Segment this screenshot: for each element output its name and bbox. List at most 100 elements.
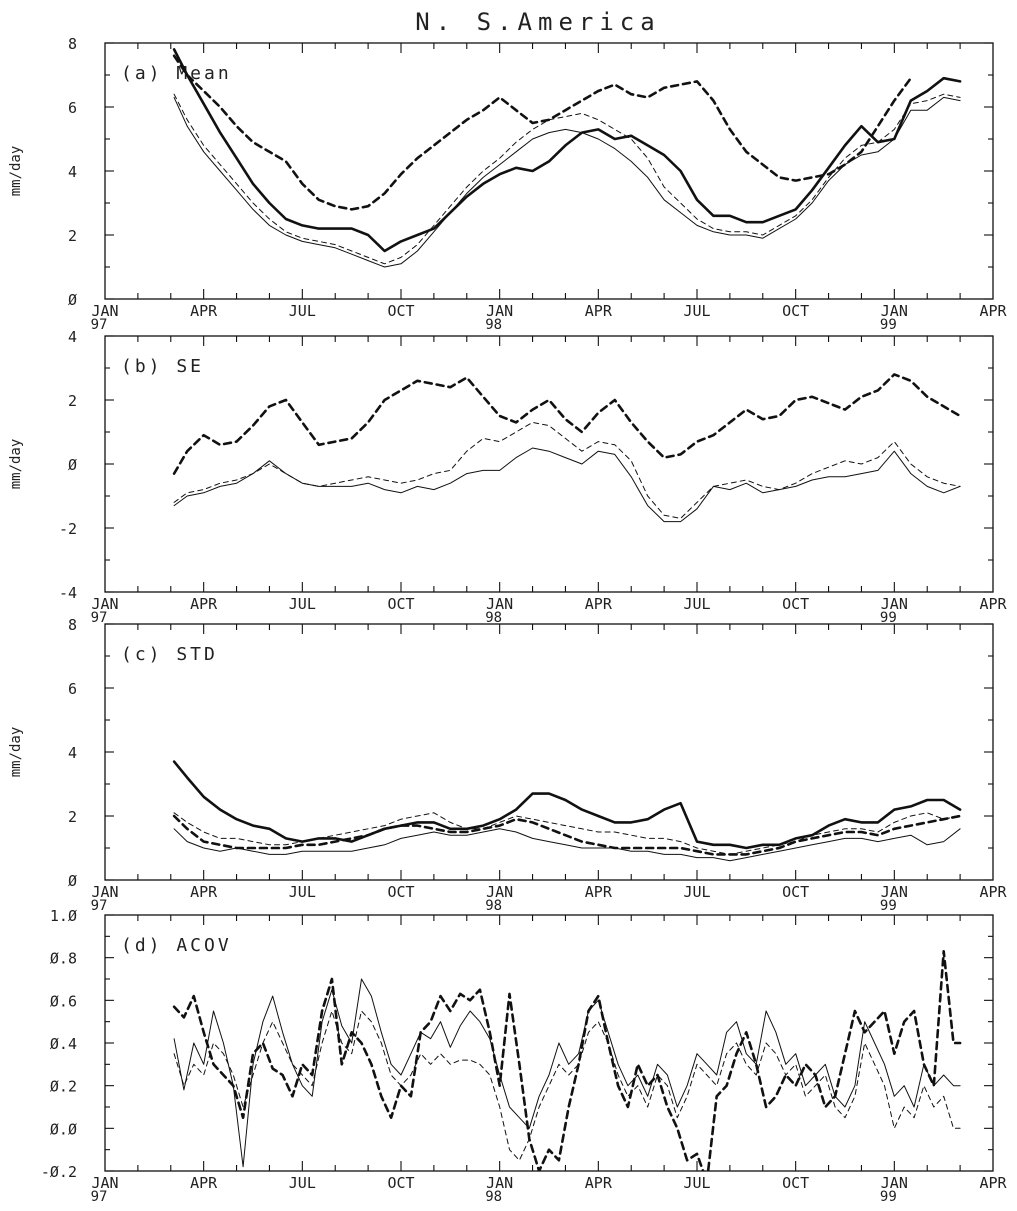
x-year-label: 97 <box>91 610 108 626</box>
y-tick-label: 2 <box>68 392 77 410</box>
panel-label: (c) STD <box>121 644 218 665</box>
x-tick-label: JUL <box>289 302 316 320</box>
y-tick-label: Ø <box>68 291 77 309</box>
x-tick-label: APR <box>979 883 1007 901</box>
x-year-label: 99 <box>880 1189 897 1205</box>
y-tick-label: 6 <box>68 99 77 117</box>
series-line-thin-dashed <box>173 812 961 855</box>
y-axis-label: mm/day <box>8 439 24 490</box>
x-year-label: 98 <box>485 898 502 914</box>
x-tick-label: JUL <box>683 302 710 320</box>
x-tick-label: APR <box>979 1174 1007 1192</box>
x-tick-label: JAN <box>91 595 118 613</box>
x-tick-label: OCT <box>387 302 414 320</box>
series-line-thin-dashed <box>173 1010 961 1161</box>
y-tick-label: Ø.Ø <box>50 1120 77 1138</box>
x-tick-label: JUL <box>683 883 710 901</box>
x-tick-label: JAN <box>486 595 513 613</box>
x-tick-label: JAN <box>881 883 908 901</box>
x-year-label: 99 <box>880 610 897 626</box>
x-tick-label: OCT <box>387 595 414 613</box>
panel-label: (d) ACOV <box>121 935 232 956</box>
x-tick-label: JUL <box>683 1174 710 1192</box>
y-tick-label: 4 <box>68 328 77 346</box>
x-year-label: 97 <box>91 317 108 333</box>
x-tick-label: APR <box>190 302 218 320</box>
y-tick-label: 2 <box>68 808 77 826</box>
x-year-label: 98 <box>485 1189 502 1205</box>
y-tick-label: Ø <box>68 456 77 474</box>
x-year-label: 99 <box>880 317 897 333</box>
plot-frame <box>104 42 994 300</box>
x-tick-label: APR <box>585 1174 613 1192</box>
x-year-label: 97 <box>91 1189 108 1205</box>
x-tick-label: APR <box>190 883 218 901</box>
series-line-thin-dashed <box>173 421 961 519</box>
series-group <box>172 760 962 862</box>
y-tick-label: 6 <box>68 680 77 698</box>
x-tick-label: OCT <box>387 883 414 901</box>
series-line-thin-solid <box>173 828 961 862</box>
x-tick-label: OCT <box>387 1174 414 1192</box>
y-axis-label: mm/day <box>8 146 24 197</box>
x-tick-label: JAN <box>486 302 513 320</box>
y-tick-label: 8 <box>68 616 77 634</box>
x-tick-label: APR <box>979 302 1007 320</box>
plot-frame <box>104 914 994 1172</box>
series-line-thick-dashed <box>172 949 962 1171</box>
x-tick-label: OCT <box>782 883 809 901</box>
y-tick-label: 4 <box>68 744 77 762</box>
series-line-thin-solid <box>173 96 961 268</box>
series-line-thick-dashed <box>172 54 913 211</box>
series-line-thin-solid <box>173 978 961 1168</box>
x-tick-label: OCT <box>782 595 809 613</box>
x-tick-label: JAN <box>91 883 118 901</box>
panel-label: (b) SE <box>121 356 204 377</box>
x-tick-label: JUL <box>289 1174 316 1192</box>
y-tick-label: Ø.8 <box>50 950 77 968</box>
x-tick-label: JAN <box>91 302 118 320</box>
x-tick-label: APR <box>585 883 613 901</box>
series-group <box>172 949 962 1171</box>
y-tick-label: Ø.4 <box>50 1035 77 1053</box>
x-tick-label: APR <box>190 1174 218 1192</box>
x-tick-label: JAN <box>881 302 908 320</box>
y-tick-label: 1.Ø <box>50 907 77 925</box>
series-line-thick-dashed <box>172 814 962 856</box>
y-tick-label: 8 <box>68 35 77 53</box>
x-tick-label: APR <box>979 595 1007 613</box>
figure-title: N. S.America <box>415 8 660 36</box>
series-group <box>172 373 962 523</box>
y-tick-label: -Ø.2 <box>41 1163 77 1181</box>
x-tick-label: APR <box>585 302 613 320</box>
series-line-thick-solid <box>172 48 962 253</box>
x-tick-label: OCT <box>782 302 809 320</box>
y-tick-label: 4 <box>68 163 77 181</box>
y-tick-label: -2 <box>59 520 77 538</box>
x-year-label: 99 <box>880 898 897 914</box>
series-line-thick-dashed <box>172 373 962 475</box>
series-line-thin-solid <box>173 447 961 523</box>
y-tick-label: Ø.2 <box>50 1078 77 1096</box>
y-tick-label: -4 <box>59 584 77 602</box>
x-tick-label: JAN <box>881 1174 908 1192</box>
y-axis-label: mm/day <box>8 727 24 778</box>
x-tick-label: JUL <box>289 595 316 613</box>
x-tick-label: JAN <box>881 595 908 613</box>
y-tick-label: Ø.6 <box>50 992 77 1010</box>
x-tick-label: JAN <box>486 883 513 901</box>
x-year-label: 97 <box>91 898 108 914</box>
series-group <box>172 48 962 268</box>
x-tick-label: JUL <box>289 883 316 901</box>
x-year-label: 98 <box>485 317 502 333</box>
series-line-thin-dashed <box>173 93 961 265</box>
x-tick-label: JUL <box>683 595 710 613</box>
y-tick-label: 2 <box>68 227 77 245</box>
x-tick-label: APR <box>190 595 218 613</box>
